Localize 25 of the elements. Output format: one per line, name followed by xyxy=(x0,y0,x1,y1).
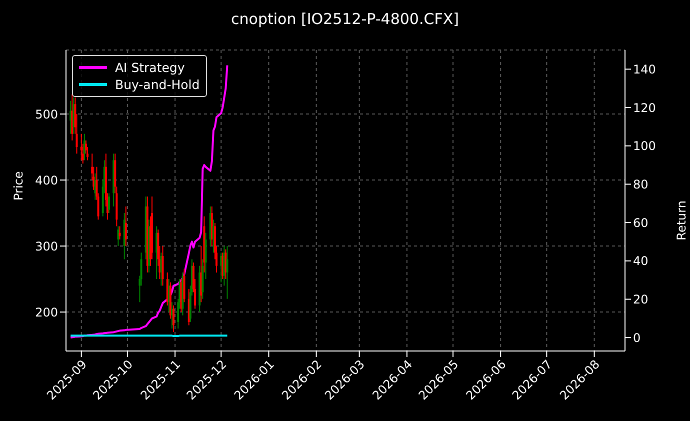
candlestick xyxy=(118,226,121,240)
y-tick-label: 400 xyxy=(35,173,58,188)
y-axis-title: Price xyxy=(11,171,26,200)
y2-tick-label: 20 xyxy=(633,292,648,306)
y2-tick-label: 140 xyxy=(633,62,656,76)
line-series xyxy=(70,64,228,339)
legend-label: AI Strategy xyxy=(115,59,185,76)
y2-tick-label: 100 xyxy=(633,139,656,154)
y2-tick-label: 0 xyxy=(633,330,641,345)
candlestick xyxy=(204,232,207,280)
candlestick xyxy=(80,133,82,161)
y-tick-label: 200 xyxy=(35,305,58,320)
y2-axis-title: Return xyxy=(674,200,688,240)
candlestick xyxy=(108,192,110,214)
y2-tick-label: 40 xyxy=(633,254,648,268)
candlestick xyxy=(162,246,164,286)
y-tick-label: 500 xyxy=(35,107,58,122)
legend-label: Buy-and-Hold xyxy=(115,76,200,93)
candlestick xyxy=(183,268,186,303)
candlestick xyxy=(226,246,228,300)
y2-tick-label: 120 xyxy=(633,100,656,115)
y-tick-label: 300 xyxy=(35,239,58,254)
y2-tick-label: 60 xyxy=(633,216,648,230)
y2-tick-label: 80 xyxy=(633,177,648,192)
chart-title: cnoption [IO2512-P-4800.CFX] xyxy=(230,10,460,28)
